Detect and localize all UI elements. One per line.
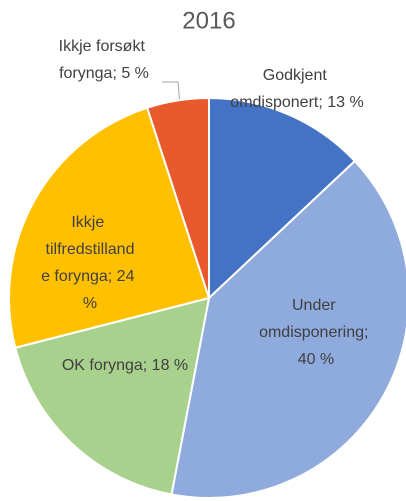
data-label: OK forynga; 18 % <box>62 357 188 374</box>
data-label: Under omdisponering; 40 % <box>259 297 373 368</box>
data-label: Ikkje tilfredstilland e forynga; 24 % <box>41 214 139 312</box>
leader-line <box>162 81 181 107</box>
pie-slice <box>8 106 211 349</box>
data-label: Godkjent omdisponert; 13 % <box>230 67 363 111</box>
pie-slice <box>145 96 210 299</box>
data-label: Ikkje forsøkt forynga; 5 % <box>59 38 150 82</box>
chart-title: 2016 <box>182 7 235 34</box>
pie-slice <box>14 296 211 496</box>
pie-slice <box>208 96 357 301</box>
pie-slice <box>170 159 406 499</box>
